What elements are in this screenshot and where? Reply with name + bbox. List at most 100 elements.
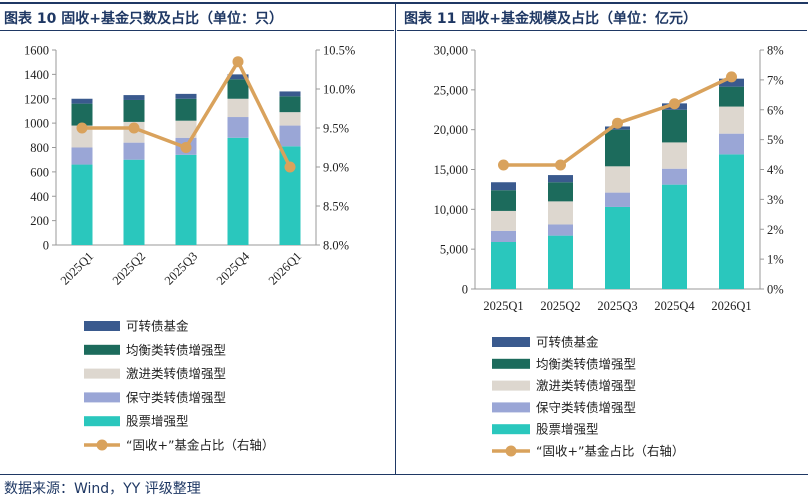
ratio-point-2025Q2 [555,159,566,171]
legend-label: 股票增强型 [126,414,189,429]
y2-tick-label: 1% [767,253,784,267]
bar-stock-2025Q4 [662,184,687,289]
x-tick-label: 2025Q4 [214,249,253,288]
bar-balanced-2026Q1 [279,96,301,113]
x-tick-label: 2025Q2 [540,299,580,313]
bar-conservative-2025Q1 [491,230,516,242]
left-title-rule [0,30,394,31]
y-tick-label: 25,000 [434,83,468,97]
bar-aggressive-2026Q1 [279,112,301,126]
bar-conservative-2025Q3 [605,192,630,207]
bar-stock-2026Q1 [719,154,744,289]
bar-balanced-2025Q1 [491,190,516,211]
bottom-rule [0,474,808,475]
x-tick-label: 2025Q1 [58,249,96,287]
bar-stock-2025Q3 [605,206,630,289]
legend-label: “固收+”基金占比（右轴） [126,438,274,453]
y2-tick-label: 8.0% [323,239,349,253]
bar-stock-2025Q1 [71,164,93,245]
bar-stock-2025Q2 [548,235,573,289]
legend-label: 均衡类转债增强型 [126,342,226,357]
bar-aggressive-2025Q2 [548,201,573,225]
bar-aggressive-2025Q3 [175,120,197,138]
y2-tick-label: 0% [767,283,784,297]
y2-tick-label: 6% [767,103,784,117]
bar-aggressive-2025Q4 [662,142,687,169]
bar-balanced-2025Q2 [123,99,145,122]
ratio-point-2025Q3 [180,142,192,153]
x-tick-label: 2026Q1 [711,299,751,313]
bar-convertible-2025Q4 [227,74,249,80]
fund-count-chart: 0 200 400 600 800 1000 1200 1400 1600 8.0% 8.5% 9.0… [24,44,355,453]
y-tick-label: 1200 [24,92,49,106]
ratio-point-2026Q1 [726,71,737,83]
y-tick-label: 600 [30,165,49,179]
x-tick-label: 2025Q1 [483,299,523,313]
y2-tick-label: 8.5% [323,200,349,214]
bar-aggressive-2025Q1 [491,210,516,231]
legend-swatch-stock [84,416,120,427]
legend-swatch-balanced [84,344,120,355]
bar-conservative-2025Q2 [123,142,145,160]
right-chart-title: 图表 11 固收+基金规模及占比（单位：亿元） [404,11,697,27]
ratio-point-2025Q1 [76,122,88,134]
y2-tick-label: 3% [767,193,784,207]
x-tick-label: 2026Q1 [266,249,304,287]
legend-swatch-aggressive [84,368,120,379]
y-tick-label: 200 [30,214,49,228]
legend-swatch-convertible [84,321,120,331]
x-tick-label: 2025Q3 [597,299,637,313]
y2-tick-label: 9.0% [323,161,349,175]
legend-swatch-balanced [492,358,530,369]
bar-convertible-2025Q1 [491,182,516,191]
fund-scale-chart: 0 5,000 10,000 15,000 20,000 25,000 30,000 0% 1%… [434,44,784,459]
y2-tick-label: 2% [767,223,784,237]
legend-swatch-convertible [492,337,530,347]
right-title-rule [397,30,807,31]
legend-label: 保守类转债增强型 [536,400,636,415]
y-tick-label: 1600 [24,44,49,58]
y2-tick-label: 10.5% [323,44,355,58]
bar-stock-2026Q1 [279,146,301,245]
bar-conservative-2025Q1 [71,147,93,165]
legend-label: 保守类转债增强型 [126,390,226,405]
left-chart-title: 图表 10 固收+基金只数及占比（单位：只） [4,11,283,27]
bar-conservative-2025Q2 [548,224,573,236]
bar-balanced-2026Q1 [719,86,744,107]
bar-stock-2025Q2 [123,159,145,245]
y-tick-label: 0 [462,283,468,297]
legend-label: 可转债基金 [126,319,189,334]
legend-swatch-stock [492,424,530,435]
legend-swatch-marker [505,445,517,457]
ratio-point-2025Q2 [128,122,140,134]
y-tick-label: 400 [30,190,49,204]
y-tick-label: 1000 [24,117,49,131]
bar-conservative-2026Q1 [719,133,744,155]
bar-convertible-2025Q2 [123,95,145,100]
bar-stock-2025Q4 [227,137,249,245]
data-source: 数据来源：Wind，YY 评级整理 [4,481,201,497]
y2-tick-label: 9.5% [323,122,349,136]
y-tick-label: 20,000 [434,123,468,137]
legend-label: 激进类转债增强型 [536,378,636,393]
legend-swatch-conservative [84,392,120,403]
bar-convertible-2026Q1 [719,78,744,87]
bar-conservative-2026Q1 [279,125,301,147]
bar-balanced-2025Q3 [175,98,197,121]
y2-tick-label: 8% [767,44,784,58]
bar-convertible-2025Q3 [175,93,197,99]
bar-conservative-2025Q4 [227,117,249,138]
bar-balanced-2025Q2 [548,182,573,202]
bar-balanced-2025Q1 [71,103,93,126]
bar-convertible-2026Q1 [279,91,301,97]
bar-stock-2025Q1 [491,241,516,289]
bar-convertible-2025Q1 [71,98,93,104]
y-tick-label: 5,000 [440,243,468,257]
y2-tick-label: 5% [767,133,784,147]
legend-label: 可转债基金 [536,335,599,350]
legend-swatch-aggressive [492,380,530,391]
x-tick-label: 2025Q4 [654,299,695,313]
ratio-point-2025Q3 [612,117,623,129]
bar-stock-2025Q3 [175,154,197,245]
ratio-point-2025Q1 [498,159,509,171]
